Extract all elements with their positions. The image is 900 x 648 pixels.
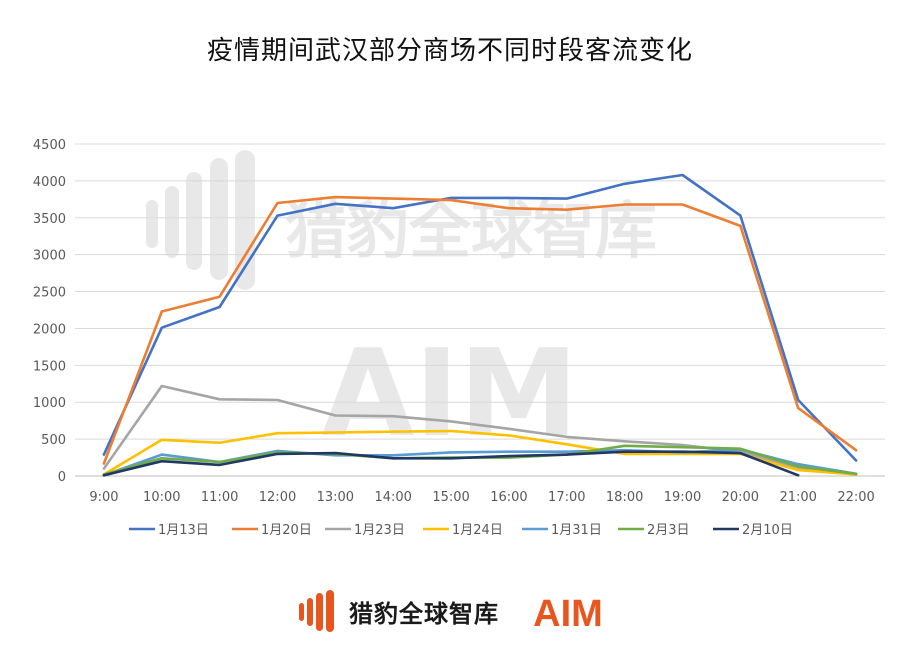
legend-label: 2月3日 (647, 523, 690, 538)
x-axis: 9:00 10:00 11:00 12:00 13:00 14:00 15:00 16:00 1… (89, 490, 874, 505)
y-tick-label: 3000 (33, 249, 66, 264)
y-tick-label: 1000 (33, 396, 66, 411)
x-tick-label: 15:00 (432, 490, 469, 505)
x-tick-label: 17:00 (548, 490, 585, 505)
y-tick-label: 2500 (33, 286, 66, 301)
x-tick-label: 22:00 (837, 490, 874, 505)
y-tick-label: 4000 (33, 175, 66, 190)
watermark-aim-text: AIM (322, 325, 579, 464)
x-tick-label: 20:00 (722, 490, 759, 505)
legend-label: 1月31日 (551, 523, 602, 538)
x-tick-label: 18:00 (606, 490, 643, 505)
watermark-logo-mark (146, 150, 255, 290)
x-tick-label: 11:00 (201, 490, 238, 505)
legend-label: 1月13日 (158, 523, 209, 538)
legend-label: 2月10日 (742, 523, 793, 538)
chart-title: 疫情期间武汉部分商场不同时段客流变化 (206, 36, 693, 66)
y-tick-label: 0 (58, 470, 66, 485)
legend-label: 1月23日 (354, 523, 405, 538)
legend: 1月13日 1月20日 1月23日 1月24日 1月31日 2月3日 2月10日 (129, 523, 793, 538)
x-tick-label: 14:00 (374, 490, 411, 505)
aim-logo: AIM (533, 593, 603, 634)
y-tick-label: 4500 (33, 138, 66, 153)
legend-label: 1月20日 (261, 523, 312, 538)
series-line-1 (102, 173, 858, 462)
y-axis: 0 500 1000 1500 2000 2500 3000 3500 4000 4500 (33, 138, 66, 485)
x-tick-label: 13:00 (317, 490, 354, 505)
grid (75, 143, 885, 477)
y-tick-label: 1500 (33, 359, 66, 374)
x-tick-label: 10:00 (143, 490, 180, 505)
series-group (102, 173, 858, 477)
footer: 猎豹全球智库 AIM (0, 588, 900, 638)
aim-logo-text: AIM (533, 593, 603, 634)
x-tick-label: 21:00 (779, 490, 816, 505)
y-tick-label: 3500 (33, 212, 66, 227)
x-tick-label: 19:00 (664, 490, 701, 505)
legend-label: 1月24日 (452, 523, 503, 538)
y-tick-label: 500 (41, 433, 66, 448)
footer-brand-name: 猎豹全球智库 (349, 600, 499, 628)
x-tick-label: 9:00 (89, 490, 118, 505)
series-line-2 (102, 195, 858, 465)
brand-logo-icon (299, 590, 334, 632)
x-tick-label: 16:00 (490, 490, 527, 505)
series-line-7 (102, 450, 800, 477)
x-tick-label: 12:00 (259, 490, 296, 505)
y-tick-label: 2000 (33, 322, 66, 337)
